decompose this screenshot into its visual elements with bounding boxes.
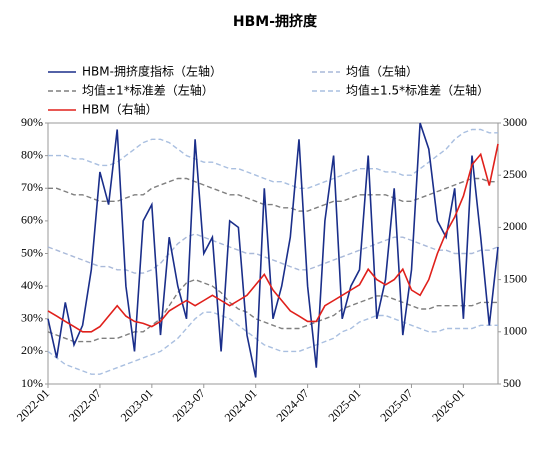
y-tick-label: 40%: [21, 278, 43, 292]
series-line: [47, 278, 498, 343]
legend-label: 均值±1.5*标准差（左轴）: [346, 83, 489, 98]
x-tick-label: 2025-01: [325, 386, 363, 424]
x-tick-label: 2022-01: [14, 386, 52, 424]
y2-tick-label: 500: [503, 376, 521, 390]
x-tick-label: 2023-07: [170, 386, 208, 424]
y-tick-label: 30%: [21, 311, 43, 325]
legend-label: HBM-拥挤度指标（左轴）: [82, 64, 222, 79]
y2-tick-label: 1500: [503, 271, 527, 285]
x-tick-label: 2023-01: [118, 386, 156, 424]
x-tick-label: 2026-01: [429, 386, 467, 424]
y-tick-label: 60%: [21, 213, 43, 227]
series-line: [47, 311, 498, 375]
x-tick-label: 2024-01: [222, 386, 260, 424]
series-line: [48, 177, 498, 212]
series-line: [47, 143, 499, 333]
chart-title: HBM-拥挤度: [233, 13, 318, 30]
y-tick-label: 10%: [21, 376, 43, 390]
y2-tick-label: 2500: [503, 167, 527, 181]
x-tick-label: 2024-07: [273, 386, 311, 424]
legend-label: 均值（左轴）: [346, 64, 418, 79]
series-line: [47, 233, 499, 274]
x-tick-label: 2022-07: [66, 386, 104, 424]
series-line: [48, 128, 498, 189]
y2-tick-label: 3000: [503, 115, 527, 129]
y2-tick-label: 2000: [503, 219, 527, 233]
series-line: [47, 122, 499, 378]
y-tick-label: 20%: [21, 343, 43, 357]
legend-label: HBM（右轴）: [82, 102, 158, 117]
x-tick-label: 2025-07: [377, 386, 415, 424]
y-tick-label: 80%: [21, 147, 43, 161]
y-tick-label: 50%: [21, 245, 43, 259]
y-tick-label: 70%: [21, 180, 43, 194]
y2-tick-label: 1000: [503, 324, 527, 338]
legend-label: 均值±1*标准差（左轴）: [82, 83, 214, 98]
y-tick-label: 90%: [21, 115, 43, 129]
